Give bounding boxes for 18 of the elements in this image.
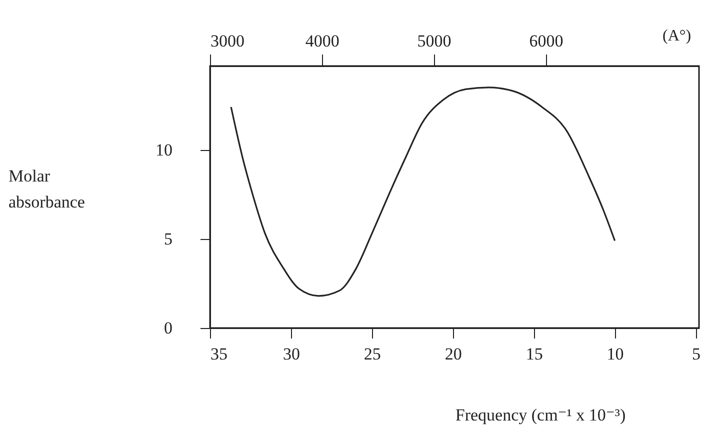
x-tick-label: 25 (364, 344, 381, 364)
x-tick-label: 35 (210, 344, 228, 364)
x-tick-label: 10 (606, 344, 624, 364)
y-tick-label: 0 (164, 318, 172, 338)
y-tick-label: 10 (156, 140, 172, 160)
x2-axis-title: (A°) (662, 28, 692, 44)
x-tick-label: 15 (526, 344, 543, 364)
x-axis-title: Frequency (cm⁻¹ x 10⁻³) (455, 406, 626, 424)
x2-tick-label: 5000 (417, 32, 452, 50)
x2-tick-label: 3000 (210, 32, 244, 50)
y-tick-label: 5 (164, 229, 172, 248)
x-tick-label: 5 (692, 344, 701, 364)
x-tick-label: 30 (282, 344, 300, 364)
x-tick-label: 20 (444, 344, 462, 364)
y-axis-title: Molar absorbance (8, 166, 85, 212)
line-series (230, 86, 616, 297)
x2-tick-label: 6000 (529, 32, 564, 50)
x2-tick-label: 4000 (305, 32, 340, 50)
